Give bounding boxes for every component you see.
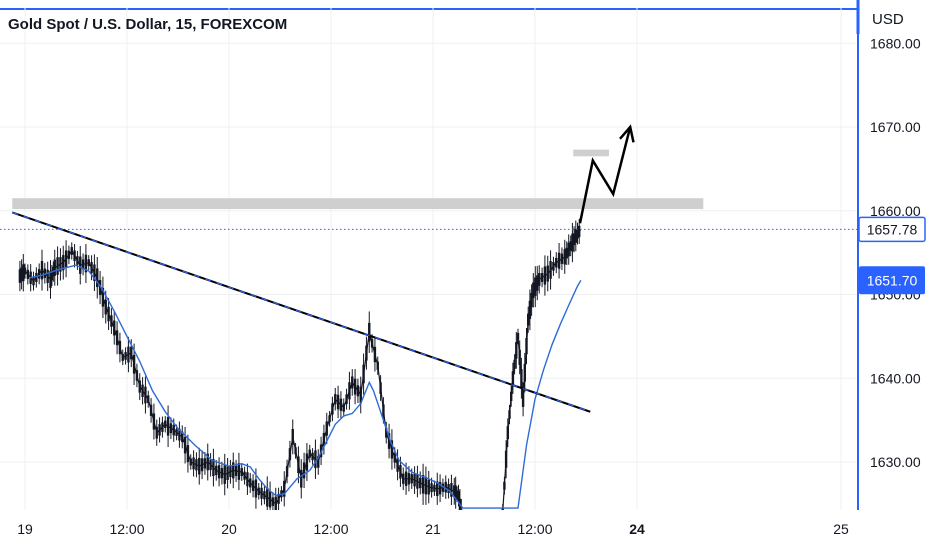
time-axis-tick: 20	[221, 521, 237, 537]
projection-arrowhead	[619, 124, 635, 143]
time-axis-tick: 12:00	[313, 521, 348, 537]
time-axis-panel	[0, 510, 932, 550]
trend-line-dash	[12, 211, 591, 413]
drawing-overlays	[0, 124, 858, 413]
projection-arrow[interactable]	[578, 126, 632, 224]
time-axis-tick: 12:00	[109, 521, 144, 537]
price-series-line-2	[502, 228, 582, 513]
moving-average-layer	[29, 264, 582, 509]
price-axis-tick: 1670.00	[870, 119, 921, 135]
price-series-line	[19, 249, 464, 530]
price-tag-filled	[859, 266, 925, 295]
resistance-zone	[573, 149, 609, 157]
time-axis-tick: 21	[425, 521, 441, 537]
price-axis-tick: 1660.00	[870, 203, 921, 219]
chart-title: Gold Spot / U.S. Dollar, 15, FOREXCOM	[8, 16, 288, 33]
time-axis-tick: 19	[17, 521, 33, 537]
price-tag-outline	[858, 216, 926, 243]
price-tags-layer: 1657.78 1651.70	[858, 216, 926, 295]
moving-average-line	[29, 264, 582, 509]
price-axis-tick: 1680.00	[870, 35, 921, 51]
time-axis-tick: 25	[833, 521, 849, 537]
price-tag-label: 1657.78	[867, 221, 918, 237]
price-axis-tick: 1630.00	[870, 454, 921, 470]
time-axis-tick: 24	[629, 521, 645, 537]
resistance-zone	[12, 198, 704, 210]
grid-layer	[0, 8, 858, 510]
price-tag-label: 1651.70	[867, 272, 918, 288]
resistance-zones	[12, 149, 704, 210]
time-axis-tick: 12:00	[517, 521, 552, 537]
currency-label[interactable]: USD	[872, 11, 904, 28]
price-axis-tick: 1640.00	[870, 370, 921, 386]
